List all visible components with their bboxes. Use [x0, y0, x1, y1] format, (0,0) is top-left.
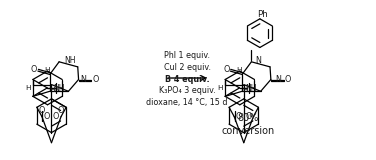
Text: dioxane, 14 °C, 15 d: dioxane, 14 °C, 15 d: [146, 98, 228, 107]
Text: O: O: [44, 112, 50, 121]
Text: H: H: [242, 87, 247, 92]
Text: N: N: [255, 56, 261, 65]
Text: N: N: [275, 75, 281, 84]
Text: H: H: [25, 84, 30, 91]
Text: O: O: [223, 65, 229, 74]
Text: H: H: [50, 87, 55, 92]
Text: O: O: [284, 75, 291, 84]
Text: Ph: Ph: [258, 10, 268, 19]
Text: 80%: 80%: [237, 113, 258, 123]
Text: O: O: [236, 112, 243, 121]
Text: O: O: [58, 106, 64, 115]
Text: O: O: [39, 106, 45, 115]
Text: O: O: [245, 112, 252, 121]
Text: N: N: [80, 75, 86, 84]
Text: NH: NH: [53, 84, 65, 93]
Text: O: O: [92, 75, 99, 84]
Text: B 4 equiv.: B 4 equiv.: [165, 75, 209, 84]
Text: K₃PO₄ 3 equiv.: K₃PO₄ 3 equiv.: [159, 86, 215, 95]
Text: O: O: [31, 65, 37, 74]
Text: PhI 1 equiv.: PhI 1 equiv.: [164, 51, 210, 60]
Text: conversion: conversion: [221, 126, 274, 136]
Text: H: H: [44, 68, 50, 73]
Text: H: H: [217, 84, 223, 91]
Text: NH: NH: [246, 84, 257, 93]
Text: H: H: [237, 68, 242, 73]
Text: O: O: [53, 112, 59, 121]
Text: CuI 2 equiv.: CuI 2 equiv.: [164, 63, 211, 72]
Text: NH: NH: [64, 56, 76, 65]
